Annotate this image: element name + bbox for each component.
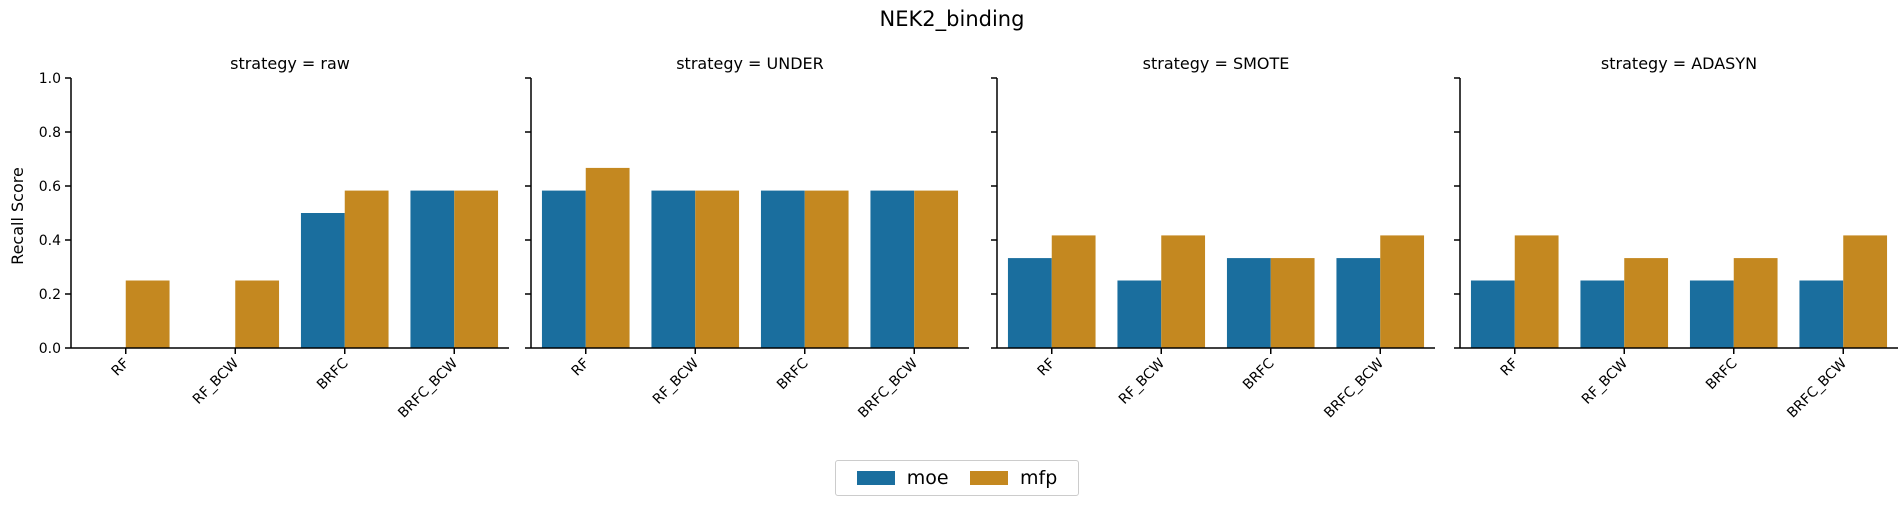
chart-panels: strategy = raw 0.0 0.2 0.4 0.6 0.8 1.0 RF RF_BCW…: [39, 54, 1898, 421]
bar-mfp-BRFC_BCW-1: [914, 190, 959, 348]
bar-moe-RF-2: [1007, 258, 1052, 348]
bar-moe-BRFC_BCW-2: [1336, 258, 1381, 348]
legend-item-moe: moe: [856, 467, 949, 489]
y-tick-label: 0.0: [39, 341, 61, 357]
x-tick-label-3: RF: [1498, 356, 1522, 380]
x-tick-label-2: RF_BCW: [1116, 355, 1168, 407]
legend-label-mfp: mfp: [1020, 467, 1058, 489]
x-tick-label-0: BRFC: [314, 355, 352, 393]
bar-moe-BRFC-2: [1226, 258, 1271, 348]
bar-mfp-BRFC_BCW-0: [454, 190, 499, 348]
bar-mfp-BRFC-3: [1733, 258, 1778, 348]
legend-item-mfp: mfp: [970, 467, 1057, 489]
x-tick-label-3: RF_BCW: [1579, 355, 1631, 407]
x-tick-label-2: BRFC: [1240, 355, 1278, 393]
panel-title-1: strategy = UNDER: [676, 54, 824, 73]
bar-moe-BRFC-3: [1689, 280, 1734, 348]
x-tick-label-2: RF: [1035, 356, 1059, 380]
bar-moe-BRFC_BCW-1: [870, 190, 915, 348]
legend-label-moe: moe: [906, 467, 949, 489]
x-tick-label-1: RF: [569, 356, 593, 380]
bar-moe-BRFC-1: [760, 190, 805, 348]
bar-moe-RF_BCW-2: [1117, 280, 1162, 348]
bar-mfp-RF-1: [585, 167, 630, 348]
y-tick-label: 0.2: [39, 287, 61, 303]
x-tick-label-0: RF_BCW: [190, 355, 242, 407]
bar-mfp-RF-3: [1514, 235, 1559, 348]
y-tick-label: 0.8: [39, 125, 61, 141]
panel-title-2: strategy = SMOTE: [1143, 54, 1290, 73]
panel-title-0: strategy = raw: [230, 54, 350, 73]
legend: moe mfp: [835, 460, 1079, 496]
x-tick-label-3: BRFC_BCW: [1784, 355, 1850, 421]
bar-mfp-RF_BCW-0: [235, 280, 280, 348]
bar-mfp-BRFC-2: [1270, 258, 1315, 348]
bar-moe-RF-1: [541, 190, 586, 348]
x-tick-label-0: BRFC_BCW: [395, 355, 461, 421]
bar-mfp-BRFC_BCW-2: [1380, 235, 1425, 348]
y-tick-label: 0.6: [39, 179, 61, 195]
bar-moe-RF-3: [1470, 280, 1515, 348]
bar-moe-BRFC_BCW-3: [1799, 280, 1844, 348]
bar-moe-RF_BCW-3: [1580, 280, 1625, 348]
bar-moe-RF_BCW-1: [651, 190, 696, 348]
bar-moe-BRFC-0: [300, 213, 345, 348]
bar-mfp-BRFC_BCW-3: [1843, 235, 1888, 348]
bar-mfp-RF_BCW-2: [1161, 235, 1206, 348]
bar-mfp-RF_BCW-1: [695, 190, 740, 348]
bar-mfp-RF_BCW-3: [1624, 258, 1669, 348]
y-tick-label: 0.4: [39, 233, 61, 249]
y-axis-label: Recall Score: [8, 167, 27, 265]
bar-mfp-BRFC-1: [804, 190, 849, 348]
x-tick-label-0: RF: [109, 356, 133, 380]
x-tick-label-1: BRFC: [774, 355, 812, 393]
x-tick-label-3: BRFC: [1703, 355, 1741, 393]
panel-title-3: strategy = ADASYN: [1601, 54, 1757, 73]
x-tick-label-2: BRFC_BCW: [1321, 355, 1387, 421]
y-tick-label: 1.0: [39, 71, 61, 87]
bar-mfp-BRFC-0: [344, 190, 389, 348]
bar-moe-BRFC_BCW-0: [410, 190, 455, 348]
x-tick-label-1: RF_BCW: [650, 355, 702, 407]
chart-title: NEK2_binding: [880, 7, 1025, 32]
legend-swatch-mfp: [970, 471, 1008, 485]
legend-swatch-moe: [856, 471, 895, 485]
x-tick-label-1: BRFC_BCW: [855, 355, 921, 421]
bar-mfp-RF-2: [1051, 235, 1096, 348]
bar-mfp-RF-0: [125, 280, 170, 348]
